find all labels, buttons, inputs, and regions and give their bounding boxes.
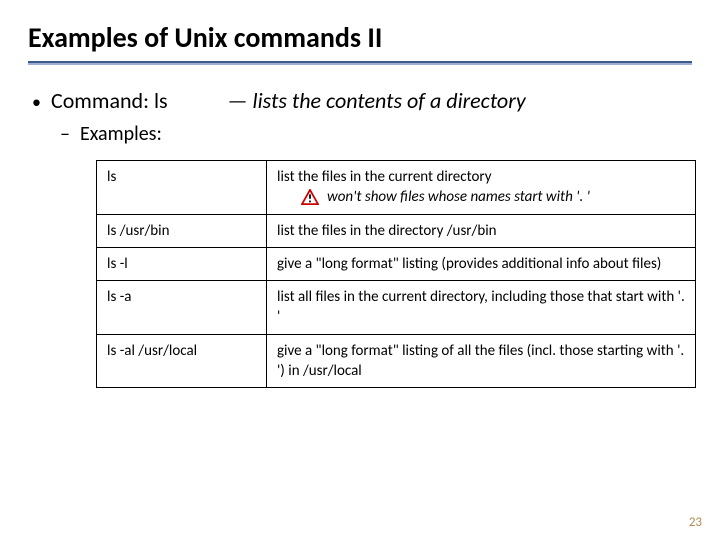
command-description: — lists the contents of a directory xyxy=(228,87,526,114)
examples-heading: – Examples: xyxy=(60,122,692,146)
table-row: ls -al /usr/localgive a "long format" li… xyxy=(97,334,696,388)
command-heading: • Command: ls — lists the contents of a … xyxy=(28,87,692,114)
description-cell: list all files in the current directory,… xyxy=(267,281,696,335)
table-row: ls -lgive a "long format" listing (provi… xyxy=(97,247,696,280)
page-number: 23 xyxy=(689,515,702,530)
examples-label: Examples: xyxy=(80,122,162,146)
command-cell: ls /usr/bin xyxy=(97,214,267,247)
description-cell: give a "long format" listing of all the … xyxy=(267,334,696,388)
table-row: ls -alist all files in the current direc… xyxy=(97,281,696,335)
command-description-text: lists the contents of a directory xyxy=(253,87,526,114)
command-cell: ls xyxy=(97,161,267,215)
description-cell: give a "long format" listing (provides a… xyxy=(267,247,696,280)
table-row: ls /usr/binlist the files in the directo… xyxy=(97,214,696,247)
description-cell: list the files in the directory /usr/bin xyxy=(267,214,696,247)
command-cell: ls -a xyxy=(97,281,267,335)
bullet-icon: • xyxy=(32,93,41,111)
examples-table: lslist the files in the current director… xyxy=(96,160,696,388)
emdash: — xyxy=(228,87,248,114)
description-cell: list the files in the current directory … xyxy=(267,161,696,215)
command-prefix: Command: xyxy=(51,87,154,114)
command-cell: ls -al /usr/local xyxy=(97,334,267,388)
warning-icon xyxy=(301,189,319,205)
command-name: ls xyxy=(154,87,168,114)
title-rule xyxy=(28,61,692,65)
slide-title: Examples of Unix commands II xyxy=(28,20,692,55)
command-cell: ls -l xyxy=(97,247,267,280)
warning-text: won't show files whose names start with … xyxy=(327,187,590,207)
dash-icon: – xyxy=(60,122,70,146)
table-row: lslist the files in the current director… xyxy=(97,161,696,215)
